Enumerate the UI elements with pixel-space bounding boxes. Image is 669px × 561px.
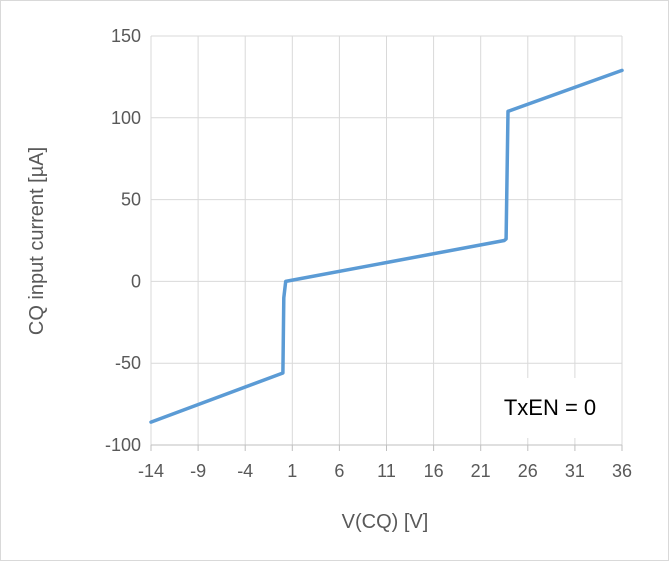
axes (150, 444, 623, 451)
x-tick-label: 11 (377, 461, 396, 481)
x-tick-label: 36 (612, 461, 632, 481)
x-tick-label: 6 (334, 461, 344, 481)
x-tick-label: -9 (190, 461, 206, 481)
x-tick-label: 31 (565, 461, 585, 481)
y-tick-label: 150 (111, 26, 141, 46)
series-line-0 (149, 68, 624, 424)
x-tick-label: 21 (471, 461, 491, 481)
y-tick-label: -100 (105, 435, 141, 455)
x-tick-label: 26 (518, 461, 538, 481)
annotation-label: TxEN = 0 (504, 395, 596, 420)
x-tick-label: -4 (237, 461, 253, 481)
series-layer (149, 68, 624, 424)
annotation-box (484, 378, 616, 438)
x-tick-label: 16 (424, 461, 444, 481)
x-tick-label: 1 (287, 461, 297, 481)
y-tick-label: 100 (111, 108, 141, 128)
y-tick-label: 50 (121, 190, 141, 210)
y-tick-label: -50 (115, 353, 141, 373)
y-tick-label: 0 (131, 271, 141, 291)
y-axis-title: CQ input current [µA] (26, 147, 48, 335)
x-tick-label: -14 (138, 461, 164, 481)
x-axis-title: V(CQ) [V] (342, 511, 429, 533)
